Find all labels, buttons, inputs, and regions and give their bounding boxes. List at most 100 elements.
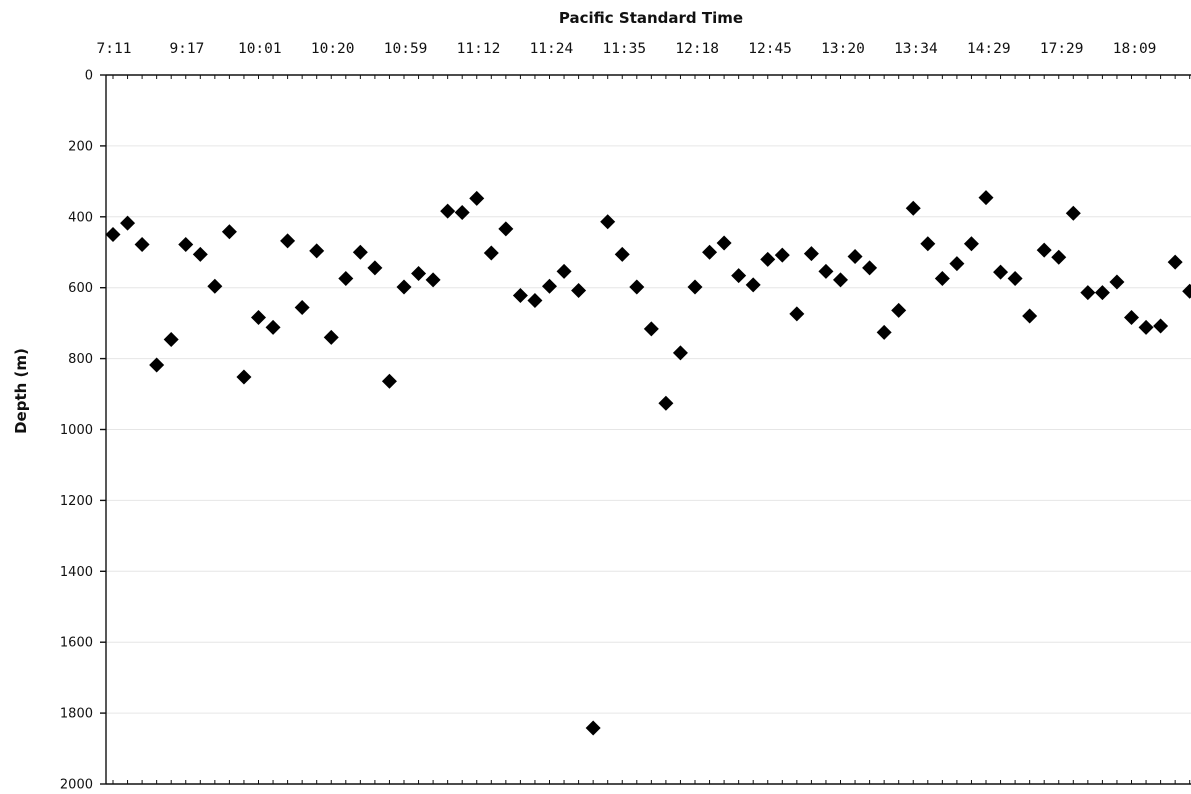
data-point	[236, 369, 252, 385]
y-tick-label: 400	[68, 210, 93, 225]
data-point	[760, 251, 776, 267]
data-point	[702, 244, 718, 260]
data-point	[774, 247, 790, 263]
data-point	[381, 373, 397, 389]
data-point	[134, 236, 150, 252]
data-point	[978, 190, 994, 206]
data-point	[585, 720, 601, 736]
y-tick-label: 1800	[60, 707, 93, 722]
data-point	[120, 215, 136, 231]
data-point	[221, 224, 237, 240]
data-point	[993, 264, 1009, 280]
y-tick-label: 2000	[60, 778, 93, 793]
y-tick-label: 1400	[60, 565, 93, 580]
x-tick-label: 13:20	[821, 41, 865, 57]
data-point	[542, 278, 557, 294]
data-point	[847, 249, 863, 265]
x-tick-labels: 7:11 9:17 10:01 10:20 10:59 11:12 11:24 11:35 12…	[97, 41, 1157, 57]
data-point	[643, 321, 659, 337]
data-point	[149, 357, 165, 373]
data-point	[1167, 254, 1183, 270]
x-tick-label: 11:12	[457, 41, 501, 57]
x-tick-label: 7:11	[97, 41, 132, 57]
data-point	[396, 279, 412, 295]
data-point	[1138, 319, 1154, 335]
data-point	[789, 306, 805, 322]
data-point	[1182, 283, 1191, 299]
y-tick-label: 800	[68, 352, 93, 367]
data-point	[1080, 285, 1096, 301]
y-axis-title: Depth (m)	[12, 348, 30, 434]
data-point	[483, 245, 499, 261]
data-point	[527, 292, 543, 308]
x-tick-label: 10:59	[384, 41, 428, 57]
data-point	[338, 270, 354, 286]
data-point	[614, 246, 630, 262]
data-point	[280, 233, 296, 249]
data-point	[1153, 318, 1169, 334]
data-point	[687, 279, 703, 295]
data-points	[105, 190, 1191, 736]
y-tick-label: 1200	[60, 494, 93, 509]
data-point	[949, 256, 965, 272]
y-tick-label: 0	[85, 69, 93, 84]
data-point	[1124, 309, 1139, 325]
data-point	[905, 200, 921, 216]
data-point	[934, 270, 950, 286]
x-tick-label: 13:34	[894, 41, 938, 57]
x-tick-label: 12:18	[675, 41, 719, 57]
data-point	[294, 300, 310, 316]
x-tick-label: 17:29	[1040, 41, 1084, 57]
data-point	[352, 244, 368, 260]
data-point	[309, 243, 325, 259]
data-point	[323, 329, 339, 345]
data-point	[1065, 205, 1081, 221]
data-point	[629, 279, 645, 295]
data-point	[163, 331, 179, 347]
y-tick-label: 1600	[60, 636, 93, 651]
data-point	[425, 272, 441, 288]
data-point	[745, 277, 761, 293]
x-tick-label: 9:17	[169, 41, 204, 57]
data-point	[600, 214, 616, 230]
x-tick-label: 10:01	[238, 41, 282, 57]
data-point	[1051, 249, 1067, 265]
data-point	[862, 260, 878, 276]
data-point	[833, 272, 848, 288]
x-tick-label: 11:35	[602, 41, 646, 57]
y-tick-label: 600	[68, 281, 93, 296]
data-point	[251, 309, 266, 325]
x-tick-label: 10:20	[311, 41, 355, 57]
y-tick-labels: 0 200 400 600 800 1000 1200 1400 1600 1800 2000	[60, 69, 93, 793]
data-point	[571, 283, 587, 299]
data-point	[207, 278, 223, 294]
data-point	[803, 246, 819, 262]
data-point	[1036, 242, 1052, 258]
axes	[100, 74, 1191, 785]
data-point	[731, 268, 747, 284]
data-point	[1022, 308, 1038, 324]
y-tick-label: 1000	[60, 423, 93, 438]
data-point	[963, 236, 979, 252]
data-point	[818, 263, 834, 279]
data-point	[1109, 274, 1125, 290]
data-point	[178, 236, 194, 252]
x-tick-label: 11:24	[530, 41, 574, 57]
data-point	[512, 287, 528, 303]
data-point	[411, 266, 427, 282]
data-point	[556, 263, 572, 279]
data-point	[105, 227, 121, 243]
data-point	[440, 203, 456, 219]
data-point	[1007, 270, 1023, 286]
x-tick-label: 18:09	[1113, 41, 1157, 57]
data-point	[716, 235, 732, 251]
data-point	[454, 205, 470, 221]
y-tick-label: 200	[68, 139, 93, 154]
x-tick-label: 14:29	[967, 41, 1011, 57]
data-point	[469, 190, 485, 206]
data-point	[192, 246, 208, 262]
data-point	[876, 324, 892, 340]
data-point	[1094, 285, 1110, 301]
data-point	[891, 302, 907, 318]
